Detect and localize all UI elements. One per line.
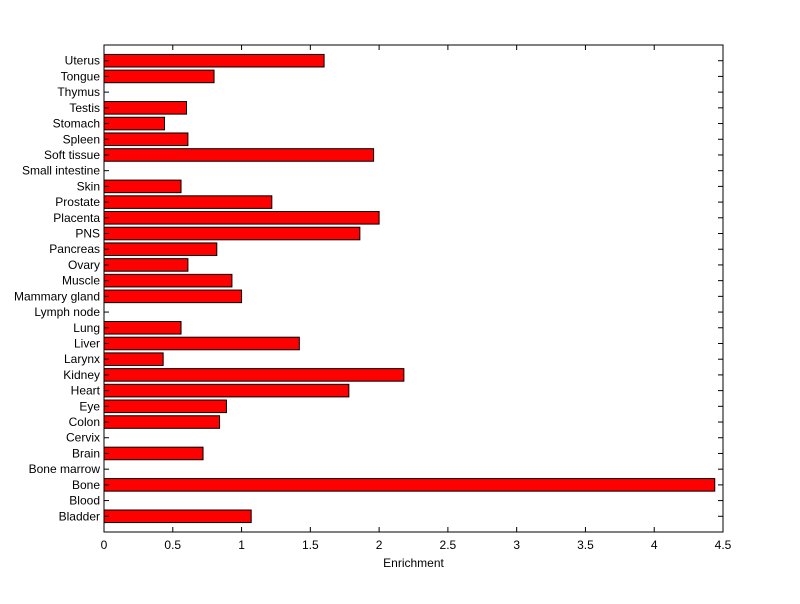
bar-stomach: [103, 116, 166, 131]
y-tick-label: Bone: [72, 478, 100, 492]
y-tick-label: Prostate: [55, 195, 100, 209]
axis-ticks: [103, 45, 724, 532]
y-tick-label: Small intestine: [22, 164, 100, 178]
bar-tongue: [103, 69, 215, 84]
bar-mammary-gland: [103, 289, 243, 304]
bar-larynx: [103, 352, 164, 366]
x-tick-label: 0: [101, 538, 108, 552]
plot-area: [104, 45, 723, 532]
bar-pancreas: [103, 242, 218, 257]
y-tick-label: Ovary: [68, 258, 100, 272]
bar-bone: [103, 478, 716, 492]
y-tick-label: Bladder: [59, 509, 100, 523]
y-tick-label: Larynx: [64, 352, 100, 366]
y-tick-label: Thymus: [57, 85, 100, 99]
y-tick-label: Tongue: [61, 69, 101, 83]
y-tick-label: Stomach: [53, 117, 100, 131]
x-tick-label: 2.5: [440, 538, 457, 552]
y-tick-label: Testis: [69, 101, 100, 115]
y-tick-label: Soft tissue: [44, 148, 100, 162]
y-tick-label: Spleen: [63, 132, 100, 146]
x-tick-label: 4: [651, 538, 658, 552]
y-tick-label: Bone marrow: [29, 462, 101, 476]
y-tick-label: Eye: [79, 399, 100, 413]
bar-liver: [103, 336, 300, 351]
y-tick-label: Skin: [77, 179, 100, 193]
x-tick-label: 0.5: [164, 538, 181, 552]
x-tick-label: 4.5: [715, 538, 732, 552]
bar-colon: [103, 415, 221, 429]
bar-pns: [103, 226, 361, 241]
bar-muscle: [103, 273, 233, 288]
x-tick-label: 3.5: [577, 538, 594, 552]
x-tick-label: 1.5: [302, 538, 319, 552]
x-axis-title: Enrichment: [383, 556, 444, 570]
y-tick-label: Kidney: [63, 368, 100, 382]
y-tick-label: Colon: [69, 415, 100, 429]
bar-spleen: [103, 132, 189, 147]
bar-placenta: [103, 211, 380, 225]
bar-ovary: [103, 258, 189, 272]
bar-prostate: [103, 195, 273, 209]
y-tick-label: Blood: [69, 494, 100, 508]
y-tick-label: Muscle: [62, 274, 100, 288]
y-tick-label: Liver: [74, 336, 100, 350]
bar-bladder: [103, 509, 252, 524]
bar-kidney: [103, 368, 405, 382]
bar-testis: [103, 101, 188, 115]
bar-uterus: [103, 53, 325, 68]
x-tick-label: 2: [376, 538, 383, 552]
y-tick-label: Lymph node: [34, 305, 100, 319]
x-tick-label: 1: [238, 538, 245, 552]
plot-frame: [103, 44, 724, 533]
y-tick-label: Uterus: [65, 54, 100, 68]
x-tick-label: 3: [513, 538, 520, 552]
y-tick-label: PNS: [75, 227, 100, 241]
bar-heart: [103, 383, 350, 398]
y-tick-label: Brain: [72, 446, 100, 460]
bar-soft-tissue: [103, 148, 375, 162]
y-tick-label: Placenta: [53, 211, 100, 225]
y-tick-label: Mammary gland: [14, 289, 100, 303]
y-tick-label: Cervix: [66, 431, 100, 445]
y-tick-label: Heart: [71, 384, 101, 398]
y-tick-label: Pancreas: [49, 242, 100, 256]
y-tick-label: Lung: [73, 321, 100, 335]
bar-brain: [103, 446, 204, 461]
bar-skin: [103, 179, 182, 194]
bar-lung: [103, 320, 182, 335]
bar-eye: [103, 399, 227, 414]
